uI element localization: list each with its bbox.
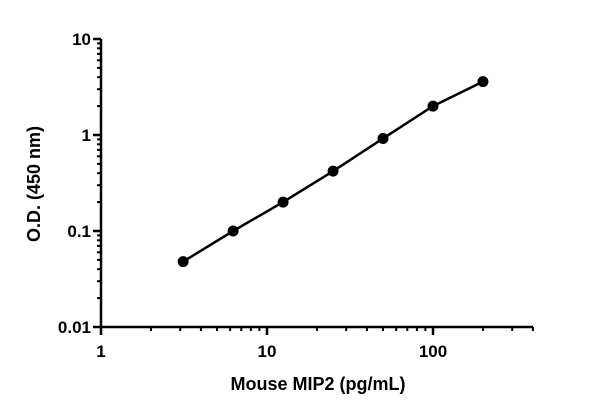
x-tick-label: 1 (96, 342, 105, 361)
x-tick-label: 100 (419, 342, 447, 361)
y-tick-label: 0.1 (67, 222, 91, 241)
y-tick-label: 0.01 (58, 318, 91, 337)
data-point (177, 256, 189, 268)
data-point (277, 196, 289, 208)
axes: 0.01 0.1 1 10 1 10 100 (58, 30, 534, 361)
data-point (427, 100, 439, 112)
data-point (327, 165, 339, 177)
y-axis-title: O.D. (450 nm) (24, 126, 44, 242)
y-tick-label: 1 (82, 126, 91, 145)
data-point (227, 225, 239, 237)
plot-area (177, 76, 489, 268)
x-axis-title: Mouse MIP2 (pg/mL) (231, 374, 406, 394)
data-point (477, 76, 489, 88)
y-tick-label: 10 (72, 30, 91, 49)
x-tick-label: 10 (258, 342, 277, 361)
data-point (377, 132, 389, 144)
